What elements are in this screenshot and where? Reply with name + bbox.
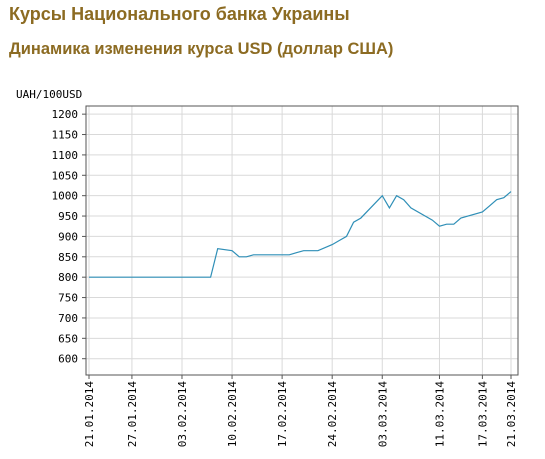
y-tick-label: 1150 (52, 129, 79, 142)
y-tick-label: 600 (58, 353, 78, 366)
y-tick-label: 650 (58, 332, 78, 345)
x-tick-label: 24.02.2014 (326, 381, 339, 448)
y-tick-label: 1050 (52, 169, 79, 182)
y-tick-label: 1200 (52, 108, 79, 121)
y-tick-label: 1100 (52, 149, 79, 162)
y-tick-label: 800 (58, 271, 78, 284)
chart-subtitle: Динамика изменения курса USD (доллар США… (9, 40, 394, 58)
x-tick-label: 10.02.2014 (226, 381, 239, 448)
x-tick-label: 11.03.2014 (433, 381, 446, 448)
usd-rate-line (89, 191, 512, 278)
x-tick-label: 21.01.2014 (83, 381, 96, 448)
y-tick-label: 850 (58, 251, 78, 264)
y-axis-label: UAH/100USD (16, 88, 82, 101)
grid (82, 106, 518, 379)
x-tick-labels: 21.01.2014 27.01.2014 03.02.2014 10.02.2014… (83, 381, 518, 448)
y-tick-label: 750 (58, 292, 78, 305)
plot-area-frame (85, 105, 519, 376)
x-tick-label: 17.02.2014 (276, 381, 289, 448)
x-tick-label: 17.03.2014 (476, 381, 489, 448)
y-tick-label: 900 (58, 230, 78, 243)
y-tick-label: 700 (58, 312, 78, 325)
x-tick-label: 27.01.2014 (126, 381, 139, 448)
x-tick-label: 03.03.2014 (376, 381, 389, 448)
x-tick-label: 21.03.2014 (505, 381, 518, 448)
y-tick-label: 950 (58, 210, 78, 223)
y-tick-label: 1000 (52, 190, 79, 203)
page-title: Курсы Национального банка Украины (9, 4, 350, 24)
x-tick-label: 03.02.2014 (176, 381, 189, 448)
y-tick-labels: 600 650 700 750 800 850 900 950 1000 1050 1100 1150… (52, 108, 79, 366)
